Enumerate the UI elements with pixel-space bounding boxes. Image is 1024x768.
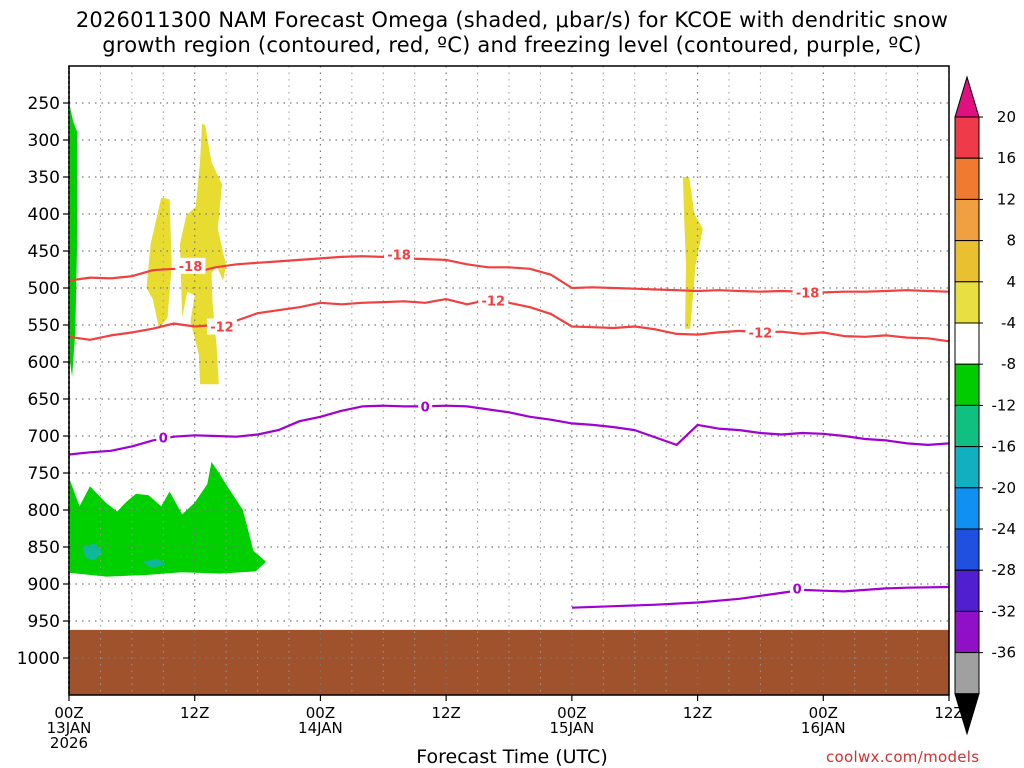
colorbar-label: 4 — [1006, 273, 1016, 291]
colorbar-swatch — [954, 569, 980, 612]
y-tick-label: 800 — [28, 501, 60, 521]
chart-title: 2026011300 NAM Forecast Omega (shaded, μ… — [75, 8, 949, 57]
contour-label-bg — [206, 318, 237, 335]
y-tick-label: 1000 — [17, 649, 60, 669]
colorbar-label: -28 — [992, 561, 1017, 579]
colorbar-label: -8 — [1001, 355, 1016, 373]
contour-label: -18 — [796, 286, 820, 301]
contour-label: -18 — [179, 260, 203, 275]
contour-label-bg — [175, 257, 206, 274]
contour-label-bg — [478, 292, 509, 309]
colorbar-swatch — [954, 116, 980, 159]
contour-label: 0 — [421, 400, 430, 415]
contour-label-bg — [745, 324, 776, 341]
colorbar-swatch — [954, 157, 980, 200]
colorbar-swatch — [954, 487, 980, 530]
colorbar-label: -24 — [992, 520, 1017, 538]
x-tick-label: 12Z — [934, 704, 963, 722]
colorbar-label: -36 — [992, 644, 1017, 662]
x-tick-label: 2026 — [50, 734, 88, 752]
plot-frame — [68, 65, 950, 696]
y-tick-label: 300 — [28, 131, 60, 151]
colorbar-label: -32 — [992, 602, 1017, 620]
x-tick-label: 12Z — [431, 704, 460, 722]
omega-shaded-region — [142, 558, 166, 568]
surface-terrain — [69, 629, 949, 695]
credit-text: coolwx.com/models — [826, 748, 980, 766]
colorbar-swatch — [954, 363, 980, 406]
omega-shaded-region — [82, 543, 103, 561]
colorbar-swatch — [954, 652, 980, 695]
x-tick-label: 00Z — [809, 704, 838, 722]
x-tick-label: 15JAN — [549, 719, 594, 737]
colorbar-label: -12 — [992, 396, 1017, 414]
omega-shaded-region — [70, 106, 78, 377]
colorbar-label: -16 — [992, 438, 1017, 456]
y-tick-label: 900 — [28, 575, 60, 595]
colorbar-label: 12 — [997, 190, 1016, 208]
x-tick-label: 00Z — [557, 704, 586, 722]
contour-label-bg — [384, 246, 414, 263]
colorbar-top-arrow — [954, 75, 980, 118]
colorbar-label: -20 — [992, 479, 1017, 497]
y-tick-label: 850 — [28, 538, 60, 558]
colorbar-swatch — [954, 240, 980, 283]
contour-label: 0 — [793, 582, 802, 597]
contour-label-bg — [790, 580, 805, 597]
colorbar-swatch — [954, 404, 980, 448]
colorbar-label: 16 — [997, 149, 1016, 167]
contour-label: -12 — [210, 320, 234, 335]
x-tick-label: 00Z — [306, 704, 335, 722]
y-tick-label: 450 — [28, 242, 60, 262]
omega-shaded-region — [180, 123, 227, 385]
colorbar-label: 8 — [1006, 232, 1016, 250]
colorbar-bottom-arrow — [954, 693, 980, 736]
y-tick-label: 500 — [28, 279, 60, 299]
contour-label: -12 — [482, 295, 506, 310]
colorbar-swatch — [954, 610, 980, 654]
y-tick-label: 250 — [28, 94, 60, 114]
colorbar-label: 20 — [997, 108, 1016, 126]
y-tick-label: 400 — [28, 205, 60, 225]
contour-label-bg — [156, 429, 171, 446]
contour-line — [68, 404, 950, 456]
contour-label: -18 — [387, 249, 411, 264]
omega-shaded-region — [146, 197, 172, 329]
x-tick-label: 00Z — [54, 704, 83, 722]
colorbar-swatch — [954, 322, 980, 365]
y-tick-label: 700 — [28, 427, 60, 447]
y-tick-label: 950 — [28, 612, 60, 632]
x-tick-label: 14JAN — [298, 719, 343, 737]
contour-label: 0 — [159, 431, 168, 446]
colorbar-swatch — [954, 446, 980, 489]
colorbar-label: -4 — [1001, 314, 1016, 332]
x-tick-label: 12Z — [683, 704, 712, 722]
omega-shaded-region — [682, 177, 703, 329]
x-tick-label: 16JAN — [801, 719, 846, 737]
colorbar-swatch — [954, 528, 980, 571]
contour-label-bg — [792, 284, 823, 301]
y-tick-label: 750 — [28, 464, 60, 484]
y-tick-label: 350 — [28, 168, 60, 188]
colorbar-swatch — [954, 281, 980, 324]
contour-line — [571, 585, 950, 609]
contour-label-bg — [418, 398, 433, 415]
y-tick-label: 650 — [28, 390, 60, 410]
y-tick-label: 550 — [28, 316, 60, 336]
colorbar-swatch — [954, 198, 980, 242]
y-tick-label: 600 — [28, 353, 60, 373]
contour-label: -12 — [749, 326, 773, 341]
x-axis-label: Forecast Time (UTC) — [416, 746, 608, 768]
x-tick-label: 13JAN — [47, 719, 92, 737]
omega-shaded-region — [70, 461, 266, 577]
x-tick-label: 12Z — [180, 704, 209, 722]
